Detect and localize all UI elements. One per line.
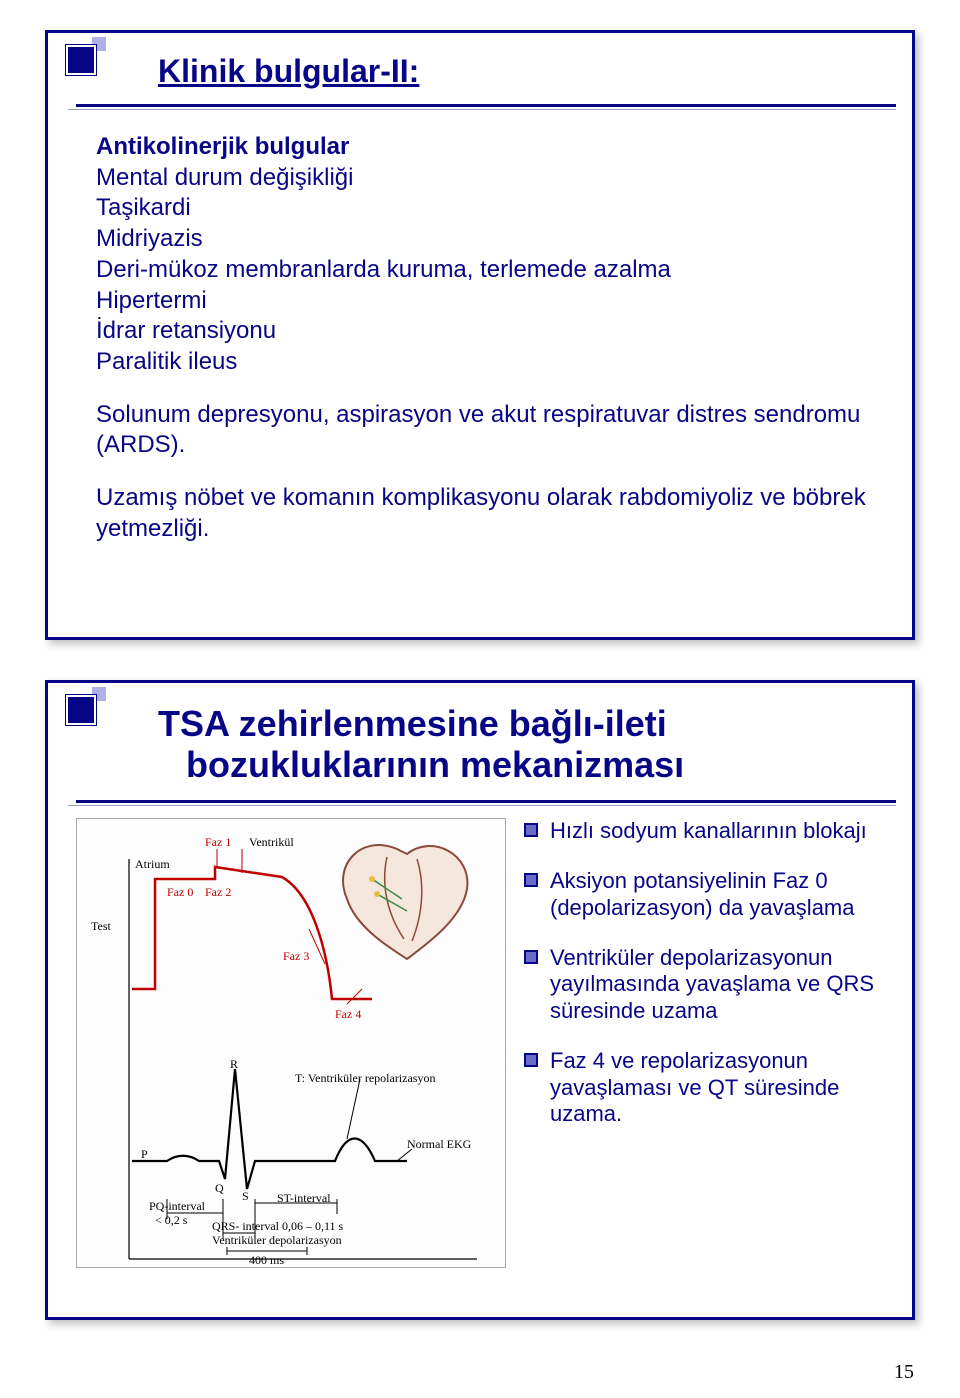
label-r: R [230,1057,238,1072]
label-t-desc: T: Ventriküler repolarizasyon [295,1071,435,1086]
label-faz1: Faz 1 [205,835,231,850]
list-item: Faz 4 ve repolarizasyonun yavaşlaması ve… [524,1048,876,1127]
slide1-para3: Uzamış nöbet ve komanın komplikasyonu ol… [96,483,868,544]
label-time: 400 ms [249,1253,284,1268]
slide2-body: Atrium Test Faz 0 Faz 1 Faz 2 Faz 3 Faz … [48,806,912,1288]
bullet-text: Ventriküler depolarizasyonun yayılmasınd… [550,945,876,1024]
slide1-line: Paralitik ileus [96,347,868,378]
bullet-text: Aksiyon potansiyelinin Faz 0 (depolariza… [550,868,876,921]
label-faz0: Faz 0 [167,885,193,900]
title-decor-icon [48,683,148,743]
title-rule [76,104,896,107]
slide1-line: Midriyazis [96,224,868,255]
slide1-block1: Antikolinerjik bulgular Mental durum değ… [96,132,868,378]
label-pq-interval: PQ-interval [149,1199,205,1214]
slide-klinik-bulgular: Klinik bulgular-II: Antikolinerjik bulgu… [45,30,915,640]
slide1-title: Klinik bulgular-II: [158,53,419,90]
slide2-title-line1: TSA zehirlenmesine bağlı-ileti [158,703,667,744]
label-q: Q [215,1181,224,1196]
page-number: 15 [894,1361,914,1384]
slide1-line: Deri-mükoz membranlarda kuruma, terlemed… [96,255,868,286]
label-vent-depol: Ventriküler depolarizasyon [212,1233,342,1248]
bullet-icon [524,823,538,837]
slide1-line: Hipertermi [96,286,868,317]
action-potential-ekg-diagram: Atrium Test Faz 0 Faz 1 Faz 2 Faz 3 Faz … [76,818,506,1268]
label-s: S [242,1189,249,1204]
slide1-line: Taşikardi [96,193,868,224]
slide1-subheading: Antikolinerjik bulgular [96,132,868,163]
slide1-para2: Solunum depresyonu, aspirasyon ve akut r… [96,400,868,461]
label-p: P [141,1147,148,1162]
label-qrs-interval: QRS- interval 0,06 – 0,11 s [212,1219,343,1234]
label-faz4: Faz 4 [335,1007,361,1022]
slide1-body: Antikolinerjik bulgular Mental durum değ… [48,110,912,565]
bullet-text: Faz 4 ve repolarizasyonun yavaşlaması ve… [550,1048,876,1127]
slide2-title-line2: bozukluklarının mekanizması [158,744,684,785]
bullet-icon [524,873,538,887]
label-faz2: Faz 2 [205,885,231,900]
slide1-line: Mental durum değişikliği [96,163,868,194]
slide1-title-bar: Klinik bulgular-II: [48,33,912,98]
bullet-icon [524,1053,538,1067]
bullet-icon [524,950,538,964]
title-rule [76,800,896,803]
label-normal-ekg: Normal EKG [407,1137,471,1152]
slide2-title-wrap: TSA zehirlenmesine bağlı-ileti bozuklukl… [158,703,684,786]
label-st-interval: ST-interval [277,1191,331,1206]
label-ventrikul: Ventrikül [249,835,294,850]
list-item: Aksiyon potansiyelinin Faz 0 (depolariza… [524,868,876,921]
label-atrium: Atrium [135,857,170,872]
slide1-line: İdrar retansiyonu [96,316,868,347]
slide2-title-bar: TSA zehirlenmesine bağlı-ileti bozuklukl… [48,683,912,794]
label-faz3: Faz 3 [283,949,309,964]
slide-tsa-zehirlenmesi: TSA zehirlenmesine bağlı-ileti bozuklukl… [45,680,915,1320]
list-item: Ventriküler depolarizasyonun yayılmasınd… [524,945,876,1024]
title-decor-icon [48,33,148,93]
label-test: Test [91,919,111,934]
list-item: Hızlı sodyum kanallarının blokajı [524,818,876,844]
bullet-text: Hızlı sodyum kanallarının blokajı [550,818,867,844]
label-pq-val: < 0,2 s [155,1213,187,1228]
slide2-bullets: Hızlı sodyum kanallarının blokajı Aksiyo… [524,818,876,1268]
